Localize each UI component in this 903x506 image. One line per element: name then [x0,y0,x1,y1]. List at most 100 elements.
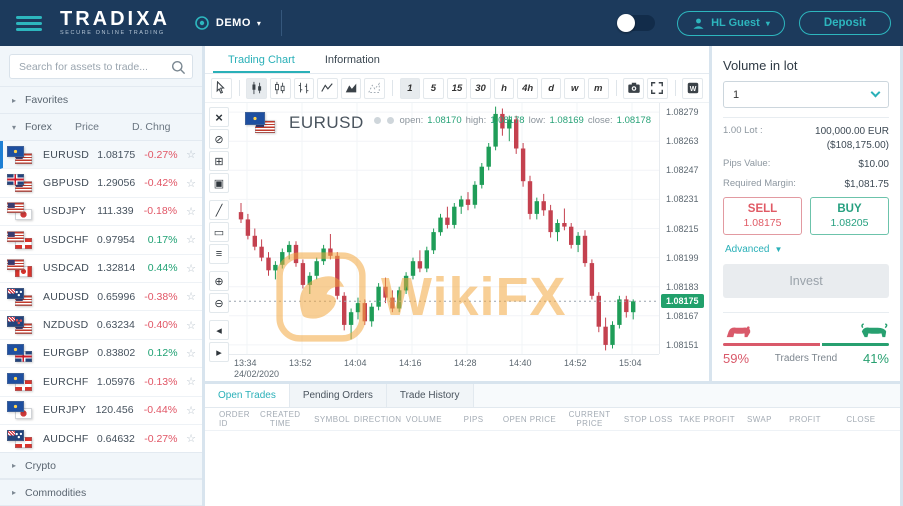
instrument-row-audchf[interactable]: AUDCHF 0.64632 -0.27% ☆ [0,424,202,452]
instrument-symbol: EURGBP [43,347,90,360]
chart-symbol-title: EURUSD [289,113,364,132]
hide-drawings-tool-icon[interactable]: ⊞ [209,151,229,171]
theme-toggle[interactable] [617,14,656,32]
price-axis-label: 1.08263 [666,136,699,147]
zoom-in-tool-icon[interactable]: ⊕ [209,271,229,291]
scroll-left-tool-icon[interactable]: ◂ [209,320,229,340]
watermark-toggle-icon[interactable]: W [682,77,703,99]
account-mode-dropdown[interactable]: DEMO ▾ [194,15,261,31]
candles-tool-icon[interactable] [246,77,267,99]
search-icon[interactable] [171,60,186,75]
chart-symbol-header: EURUSD [245,111,364,135]
favorite-star-icon[interactable]: ☆ [186,205,196,218]
hollow-candles-tool-icon[interactable] [269,77,291,99]
timeframe-30-button[interactable]: 30 [470,77,491,99]
search-input[interactable] [9,54,193,79]
flag-pair-icon [7,343,37,363]
ohlc-bars-tool-icon[interactable] [293,77,315,99]
time-axis[interactable]: 13:34 24/02/2020 13:52 14:04 14:16 14:28 14:40… [229,354,659,380]
chevron-down-icon: ▾ [256,18,261,28]
dashed-area-tool-icon[interactable] [364,77,385,99]
favorite-star-icon[interactable]: ☆ [186,177,196,190]
favorite-star-icon[interactable]: ☆ [186,433,197,446]
timeframe-1-button[interactable]: 1 [399,77,421,99]
duplicate-tool-icon[interactable]: ▣ [209,173,229,193]
instrument-row-eurusd[interactable]: EURUSD 1.08175 -0.27% ☆ [0,141,202,170]
cursor-tool-icon[interactable] [211,77,232,99]
zoom-out-tool-icon[interactable]: ⊖ [209,293,229,313]
column-header-change: D. Chng [132,121,171,133]
sidebar-group-forex[interactable]: ▾ Forex Price D. Chng [0,113,202,140]
tab-trading-chart[interactable]: Trading Chart [213,46,310,73]
user-menu-button[interactable]: HL Guest ▾ [677,10,785,36]
rectangle-tool-icon[interactable]: ▭ [209,222,229,242]
advanced-toggle[interactable]: Advanced ▼ [725,244,783,255]
timeframe-m-button[interactable]: m [587,77,609,99]
instrument-symbol: AUDCHF [43,432,89,445]
instrument-row-usdcad[interactable]: USDCAD 1.32814 0.44% ☆ [0,254,202,283]
traders-trend: 59% Traders Trend 41% [723,312,889,366]
instrument-symbol: USDCHF [43,233,89,246]
instrument-row-eurchf[interactable]: EURCHF 1.05976 -0.13% ☆ [0,368,202,397]
timeframe-h-button[interactable]: h [493,77,515,99]
instrument-row-eurjpy[interactable]: EURJPY 120.456 -0.44% ☆ [0,396,202,425]
favorite-star-icon[interactable]: ☆ [186,347,196,360]
ohlc-readout: open: 1.08170 high: 1.08178 low: 1.08169 cl… [373,115,651,126]
price-axis-label: 1.08183 [666,281,699,292]
chart-tab-bar: Trading Chart Information [205,46,709,74]
deselect-tool-icon[interactable]: ⊘ [209,129,229,149]
candlestick-plot[interactable] [229,103,659,354]
area-chart-tool-icon[interactable] [340,77,362,99]
hamburger-menu-icon[interactable] [16,13,42,34]
timeframe-5-button[interactable]: 5 [423,77,444,99]
timeframe-4h-button[interactable]: 4h [517,77,538,99]
deposit-button[interactable]: Deposit [798,11,891,35]
favorite-star-icon[interactable]: ☆ [186,291,196,304]
tab-open-trades[interactable]: Open Trades [205,384,290,407]
chart-toolbar: 1 5 15 30 h 4h d w m W [205,74,709,103]
sidebar-group-commodities[interactable]: ▸ Commodities [0,479,202,506]
favorite-star-icon[interactable]: ☆ [186,404,196,417]
chevron-down-icon: ▾ [12,122,17,132]
instrument-row-usdchf[interactable]: USDCHF 0.97954 0.17% ☆ [0,226,202,255]
scroll-right-tool-icon[interactable]: ▸ [209,342,229,362]
instrument-row-gbpusd[interactable]: GBPUSD 1.29056 -0.42% ☆ [0,169,202,198]
instrument-change: -0.27% [144,148,178,161]
timeframe-15-button[interactable]: 15 [446,77,468,99]
price-axis-label: 1.08247 [666,165,699,176]
chart-area: × ⊘ ⊞ ▣ ╱ ▭ ≡ ⊕ ⊖ ◂ ▸ EURUSD open: 1.08170 high: 1.0… [205,103,709,380]
timeframe-w-button[interactable]: w [564,77,585,99]
timeframe-d-button[interactable]: d [540,77,562,99]
favorite-star-icon[interactable]: ☆ [186,262,196,275]
instrument-row-nzdusd[interactable]: NZDUSD 0.63234 -0.40% ☆ [0,311,202,340]
invest-button[interactable]: Invest [723,264,889,298]
sell-button[interactable]: SELL 1.08175 [723,197,802,235]
chevron-down-icon: ▾ [765,18,770,28]
fullscreen-icon[interactable] [646,77,668,99]
favorite-star-icon[interactable]: ☆ [186,376,197,389]
tab-pending-orders[interactable]: Pending Orders [289,384,387,407]
chart-card: Trading Chart Information 1 5 15 30 h 4h d w m W … [205,46,709,381]
tab-trade-history[interactable]: Trade History [386,384,474,407]
price-axis[interactable]: 1.08279 1.08263 1.08247 1.08231 1.08215 1.081… [659,103,709,354]
series-visibility-icon[interactable] [373,117,381,124]
screenshot-icon[interactable] [623,77,644,99]
fib-levels-tool-icon[interactable]: ≡ [209,244,229,264]
close-tool-icon[interactable]: × [209,107,229,127]
instrument-row-audusd[interactable]: AUDUSD 0.65996 -0.38% ☆ [0,282,202,312]
buy-button[interactable]: BUY 1.08205 [810,197,889,235]
volume-select[interactable]: 1 [723,81,889,108]
favorite-star-icon[interactable]: ☆ [186,234,197,247]
trendline-tool-icon[interactable]: ╱ [209,200,229,220]
tab-information[interactable]: Information [324,53,380,66]
instrument-row-eurgbp[interactable]: EURGBP 0.83802 0.12% ☆ [0,339,202,369]
line-chart-tool-icon[interactable] [317,77,338,99]
series-settings-icon[interactable] [386,117,394,124]
instrument-row-usdjpy[interactable]: USDJPY 111.339 -0.18% ☆ [0,197,202,227]
trades-column-header: OPEN PRICE [502,414,557,424]
favorite-star-icon[interactable]: ☆ [186,319,197,332]
favorite-star-icon[interactable]: ☆ [186,149,196,162]
instrument-price: 1.05976 [96,375,135,388]
sidebar-group-crypto[interactable]: ▸ Crypto [0,452,202,479]
sidebar-group-favorites[interactable]: ▸ Favorites [0,86,202,113]
